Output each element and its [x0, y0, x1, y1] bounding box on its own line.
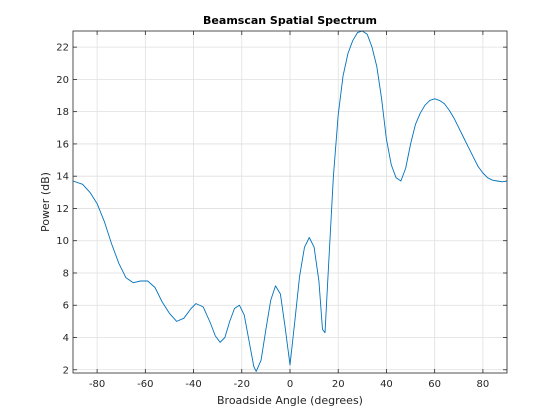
- y-tick-label: 8: [63, 268, 69, 279]
- y-tick-label: 4: [63, 333, 69, 344]
- spectrum-line: [72, 30, 508, 372]
- y-tick-label: 20: [56, 75, 69, 86]
- x-tick-label: -20: [234, 379, 250, 390]
- x-tick-label: 80: [477, 379, 490, 390]
- y-axis-label: Power (dB): [39, 172, 52, 232]
- y-tick-label: 12: [56, 204, 69, 215]
- x-axis-label: Broadside Angle (degrees): [217, 394, 363, 407]
- series-group: [72, 30, 508, 372]
- chart-title: Beamscan Spatial Spectrum: [203, 14, 377, 27]
- y-tick-label: 18: [56, 107, 69, 118]
- x-tick-label: 60: [428, 379, 441, 390]
- x-tick-label: -60: [137, 379, 153, 390]
- y-tick-label: 6: [63, 301, 69, 312]
- y-tick-label: 22: [56, 43, 69, 54]
- axis-ticks: -80 -60 -40 -20 0 20 40 60 80 2 4 6 8 10 12 14 16 18 20 22: [56, 31, 507, 390]
- x-tick-label: 20: [332, 379, 345, 390]
- x-tick-label: 40: [380, 379, 393, 390]
- x-tick-label: -40: [185, 379, 201, 390]
- x-tick-label: 0: [287, 379, 293, 390]
- y-tick-label: 2: [63, 365, 69, 376]
- x-tick-label: -80: [89, 379, 105, 390]
- y-tick-label: 16: [56, 139, 69, 150]
- y-tick-label: 10: [56, 236, 69, 247]
- y-tick-label: 14: [56, 172, 69, 183]
